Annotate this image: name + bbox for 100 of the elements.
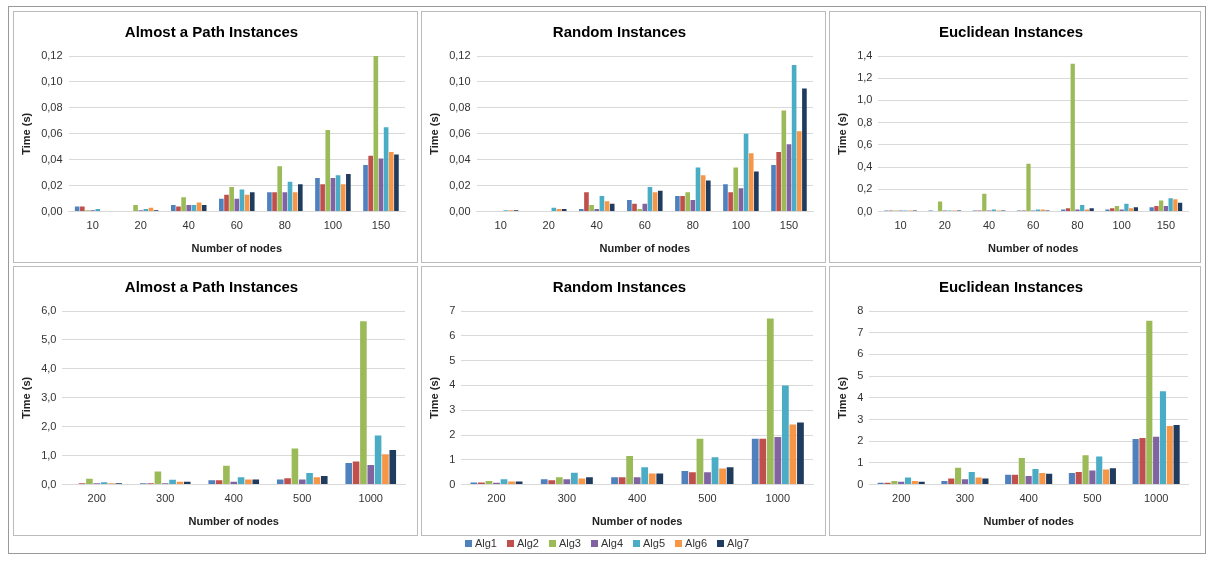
bar	[352, 461, 360, 485]
y-axis-title: Time (s)	[835, 112, 848, 155]
bar	[368, 155, 373, 212]
bar	[345, 462, 353, 485]
bar	[219, 198, 224, 212]
x-tick-label: 500	[698, 492, 717, 505]
bar	[325, 129, 331, 212]
bar	[1011, 474, 1019, 485]
bar	[1109, 468, 1116, 485]
bar	[648, 473, 656, 485]
bar	[611, 477, 618, 485]
y-tick-label: 6	[449, 328, 456, 341]
bar	[1089, 470, 1096, 485]
bar	[609, 203, 615, 212]
y-tick-label: 0,0	[857, 204, 873, 217]
bar	[186, 205, 192, 212]
x-tick-label: 200	[487, 492, 506, 505]
x-tick-label: 500	[293, 492, 312, 505]
x-tick-label: 40	[982, 219, 996, 232]
x-tick-label: 1000	[1143, 492, 1169, 505]
y-axis-title: Time (s)	[835, 376, 848, 419]
bar	[201, 205, 207, 212]
x-tick-label: 10	[494, 219, 507, 232]
bar	[272, 192, 277, 212]
y-tick-label: 3,0	[41, 390, 57, 403]
bar	[626, 456, 634, 485]
bar	[733, 167, 739, 212]
legend-label: Alg4	[600, 537, 624, 549]
bar	[1153, 436, 1160, 485]
y-tick-label: 3	[449, 403, 456, 416]
bar	[641, 467, 649, 485]
bar	[1082, 455, 1089, 485]
y-tick-label: 2,0	[41, 419, 57, 432]
bar	[704, 472, 711, 485]
bar	[1075, 472, 1082, 485]
bar	[1102, 469, 1110, 485]
bar	[389, 449, 397, 485]
bar	[223, 465, 230, 485]
bar	[86, 478, 93, 485]
y-axis-title: Time (s)	[427, 112, 440, 155]
bar	[252, 479, 260, 485]
x-tick-label: 40	[182, 219, 195, 232]
bar	[681, 470, 689, 485]
x-axis-title: Number of nodes	[591, 515, 683, 528]
x-tick-label: 200	[892, 492, 911, 505]
bar	[748, 153, 754, 212]
bar	[80, 206, 85, 212]
x-tick-label: 150	[779, 219, 799, 232]
bar	[1159, 391, 1167, 485]
y-tick-label: 1,2	[857, 71, 873, 84]
bar	[675, 196, 680, 212]
bar	[911, 480, 918, 485]
bar	[181, 197, 186, 212]
y-tick-label: 0,4	[857, 160, 873, 173]
bar	[540, 479, 548, 485]
y-tick-label: 4	[449, 378, 456, 391]
x-tick-label: 60	[638, 219, 651, 232]
y-tick-label: 5,0	[41, 332, 57, 345]
bar	[797, 422, 804, 485]
bar	[968, 472, 975, 485]
x-tick-label: 20	[542, 219, 555, 232]
x-axis-title: Number of nodes	[599, 242, 691, 255]
x-tick-label: 80	[1071, 219, 1084, 232]
x-tick-label: 400	[224, 492, 243, 505]
y-tick-label: 1,4	[857, 49, 873, 62]
bar	[891, 480, 898, 485]
bar	[1133, 207, 1139, 212]
bar	[95, 209, 101, 212]
bar	[1173, 199, 1178, 212]
bar	[313, 477, 321, 485]
bar	[1173, 424, 1180, 485]
bar	[802, 88, 807, 212]
bar	[298, 479, 306, 485]
x-axis-title: Number of nodes	[988, 242, 1079, 255]
x-tick-label: 300	[156, 492, 175, 505]
bar	[1114, 206, 1120, 212]
bar	[563, 479, 571, 485]
bar	[229, 186, 234, 212]
y-axis-title: Time (s)	[19, 376, 32, 419]
bar	[584, 192, 589, 212]
bar	[941, 480, 948, 485]
chart-title: Random Instances	[552, 278, 687, 296]
bar	[1018, 457, 1025, 485]
y-axis-title: Time (s)	[19, 112, 32, 155]
bar	[1132, 439, 1139, 485]
y-tick-label: 1,0	[857, 93, 873, 106]
x-tick-label: 100	[731, 219, 751, 232]
bar	[796, 131, 802, 212]
bar	[215, 480, 223, 485]
bar	[771, 164, 776, 212]
y-tick-label: 0,10	[41, 74, 63, 87]
y-tick-label: 0	[857, 477, 864, 490]
bar	[1068, 473, 1075, 485]
bar	[1005, 474, 1012, 485]
bar	[1163, 206, 1169, 212]
y-tick-label: 2	[857, 434, 864, 447]
y-tick-label: 1,0	[41, 448, 57, 461]
bar	[1166, 426, 1173, 485]
y-tick-label: 0,04	[449, 152, 471, 165]
legend-label: Alg5	[643, 537, 666, 549]
